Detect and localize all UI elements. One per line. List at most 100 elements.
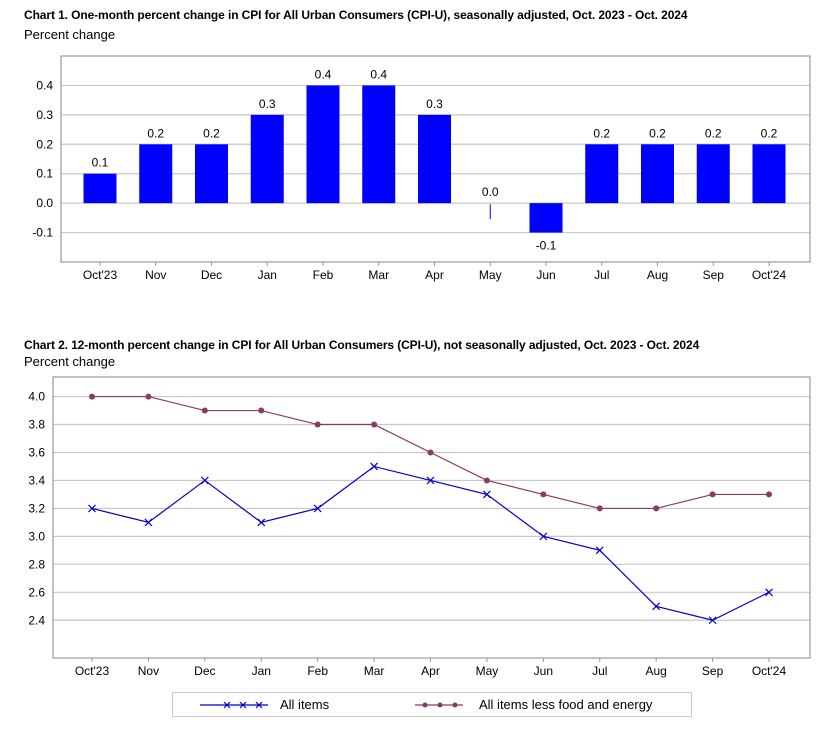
chart1-ytick-label: 0.3 xyxy=(36,108,53,122)
chart1-bar xyxy=(195,144,228,204)
chart2-point-all-items xyxy=(765,588,773,597)
chart2-ytick-label: 4.0 xyxy=(28,390,45,404)
chart1-bar xyxy=(641,144,674,204)
chart2-ylabel: Percent change xyxy=(24,354,116,369)
chart1-xtick-label: Sep xyxy=(703,268,725,282)
chart2-xtick-label: Jan xyxy=(252,664,271,678)
chart2-point-all-items xyxy=(595,546,604,555)
chart2-point-core xyxy=(145,393,152,400)
chart2-point-all-items xyxy=(257,518,266,527)
chart1-title: Chart 1. One-month percent change in CPI… xyxy=(24,8,688,22)
legend-all-items-icon xyxy=(200,701,268,709)
chart1-bar xyxy=(250,114,284,204)
chart2-xtick-label: Feb xyxy=(307,664,328,678)
chart1-bar xyxy=(418,114,451,204)
chart1-bar xyxy=(529,203,563,233)
chart2-point-core xyxy=(596,505,603,512)
legend-core: All items less food and energy xyxy=(479,697,653,712)
chart1-bar xyxy=(362,85,396,204)
chart1-data-label: 0.4 xyxy=(370,67,387,81)
chart1-data-label: 0.2 xyxy=(147,126,164,140)
chart2-xtick-label: Mar xyxy=(364,664,385,678)
chart1-xtick-label: Jan xyxy=(258,268,277,282)
chart2-point-core xyxy=(89,393,95,400)
chart1-data-label: -0.1 xyxy=(536,239,557,253)
chart1-ytick-label: 0.1 xyxy=(36,167,53,181)
chart2-xtick-label: Oct'24 xyxy=(752,664,787,678)
chart2-xtick-label: Nov xyxy=(138,664,159,678)
chart2-point-all-items xyxy=(88,504,96,513)
chart2-xtick-label: Oct'23 xyxy=(75,664,110,678)
chart2-point-all-items xyxy=(539,532,548,541)
chart1-xtick-label: Feb xyxy=(313,268,334,282)
chart1-data-label: 0.0 xyxy=(482,185,499,199)
chart2-legend: All items All items less food and energy xyxy=(172,692,692,717)
chart1-data-label: 0.1 xyxy=(92,156,109,170)
chart2-ytick-label: 3.4 xyxy=(28,473,45,487)
chart1-xtick-label: Jul xyxy=(594,268,609,282)
chart1-ytick-label: 0.4 xyxy=(36,78,53,92)
chart1-xtick-label: Mar xyxy=(368,268,389,282)
chart2-point-core xyxy=(427,449,434,456)
chart2-point-core xyxy=(540,491,547,498)
chart2-xtick-label: Dec xyxy=(194,664,215,678)
chart1-xtick-label: Jun xyxy=(536,268,555,282)
chart1-xtick-label: Nov xyxy=(145,268,166,282)
chart2-xtick-label: Apr xyxy=(421,664,440,678)
chart1-xtick-label: Dec xyxy=(201,268,222,282)
legend-all-items: All items xyxy=(280,697,330,712)
chart2-point-core xyxy=(201,407,208,414)
chart1-xtick-label: Aug xyxy=(647,268,668,282)
chart2-point-core xyxy=(314,421,321,428)
chart2-point-all-items xyxy=(652,602,661,611)
chart2-point-all-items xyxy=(200,476,209,485)
chart1-xtick-label: Apr xyxy=(425,268,444,282)
chart2-xtick-label: Jun xyxy=(534,664,553,678)
chart1-ytick-label: -0.1 xyxy=(32,226,53,240)
chart1-bar xyxy=(752,144,786,204)
chart1-xtick-label: May xyxy=(479,268,502,282)
chart2-point-all-items xyxy=(426,476,435,485)
chart2-plot-frame xyxy=(52,376,811,659)
chart2-ytick-label: 2.6 xyxy=(28,585,45,599)
chart2-point-core xyxy=(766,491,772,498)
chart1-xtick-label: Oct'23 xyxy=(83,268,118,282)
chart2-ytick-label: 3.8 xyxy=(28,418,45,432)
chart1-xtick-label: Oct'24 xyxy=(752,268,787,282)
chart1-data-label: 0.2 xyxy=(649,126,666,140)
chart2-point-all-items xyxy=(370,462,379,471)
chart2-point-core xyxy=(258,407,265,414)
chart1-plot-frame xyxy=(60,55,811,263)
chart2-ytick-label: 3.6 xyxy=(28,445,45,459)
chart2-ytick-label: 3.0 xyxy=(28,529,45,543)
chart1-bar xyxy=(83,173,117,204)
chart1-ytick-label: 0.2 xyxy=(36,137,53,151)
chart1-data-label: 0.3 xyxy=(426,97,443,111)
chart2-xtick-label: May xyxy=(476,664,499,678)
chart1-bar xyxy=(696,144,730,204)
chart2-xtick-label: Sep xyxy=(702,664,724,678)
chart2-point-all-items xyxy=(144,518,153,527)
chart2-ytick-label: 2.4 xyxy=(28,613,45,627)
chart2-point-core xyxy=(653,505,660,512)
chart2-title: Chart 2. 12-month percent change in CPI … xyxy=(24,338,700,352)
chart1-ytick-label: 0.0 xyxy=(36,196,53,210)
chart1-data-label: 0.2 xyxy=(593,126,610,140)
chart2-point-all-items xyxy=(313,504,322,513)
chart2-ytick-label: 3.2 xyxy=(28,501,45,515)
chart1-ylabel: Percent change xyxy=(24,27,116,42)
chart2-ytick-label: 2.8 xyxy=(28,557,45,571)
chart1-bar xyxy=(139,144,173,204)
chart2-xtick-label: Jul xyxy=(592,664,607,678)
chart1-bar xyxy=(585,144,619,204)
chart2-xtick-label: Aug xyxy=(645,664,666,678)
chart1-bar xyxy=(306,85,340,204)
chart1-data-label: 0.2 xyxy=(203,126,220,140)
chart1-data-label: 0.2 xyxy=(705,126,722,140)
chart1-data-label: 0.3 xyxy=(259,97,276,111)
chart2-point-core xyxy=(483,477,490,484)
chart1-data-label: 0.4 xyxy=(315,67,332,81)
chart2-line-all-items xyxy=(91,465,770,621)
chart2-point-core xyxy=(709,491,716,498)
chart2-point-core xyxy=(371,421,378,428)
